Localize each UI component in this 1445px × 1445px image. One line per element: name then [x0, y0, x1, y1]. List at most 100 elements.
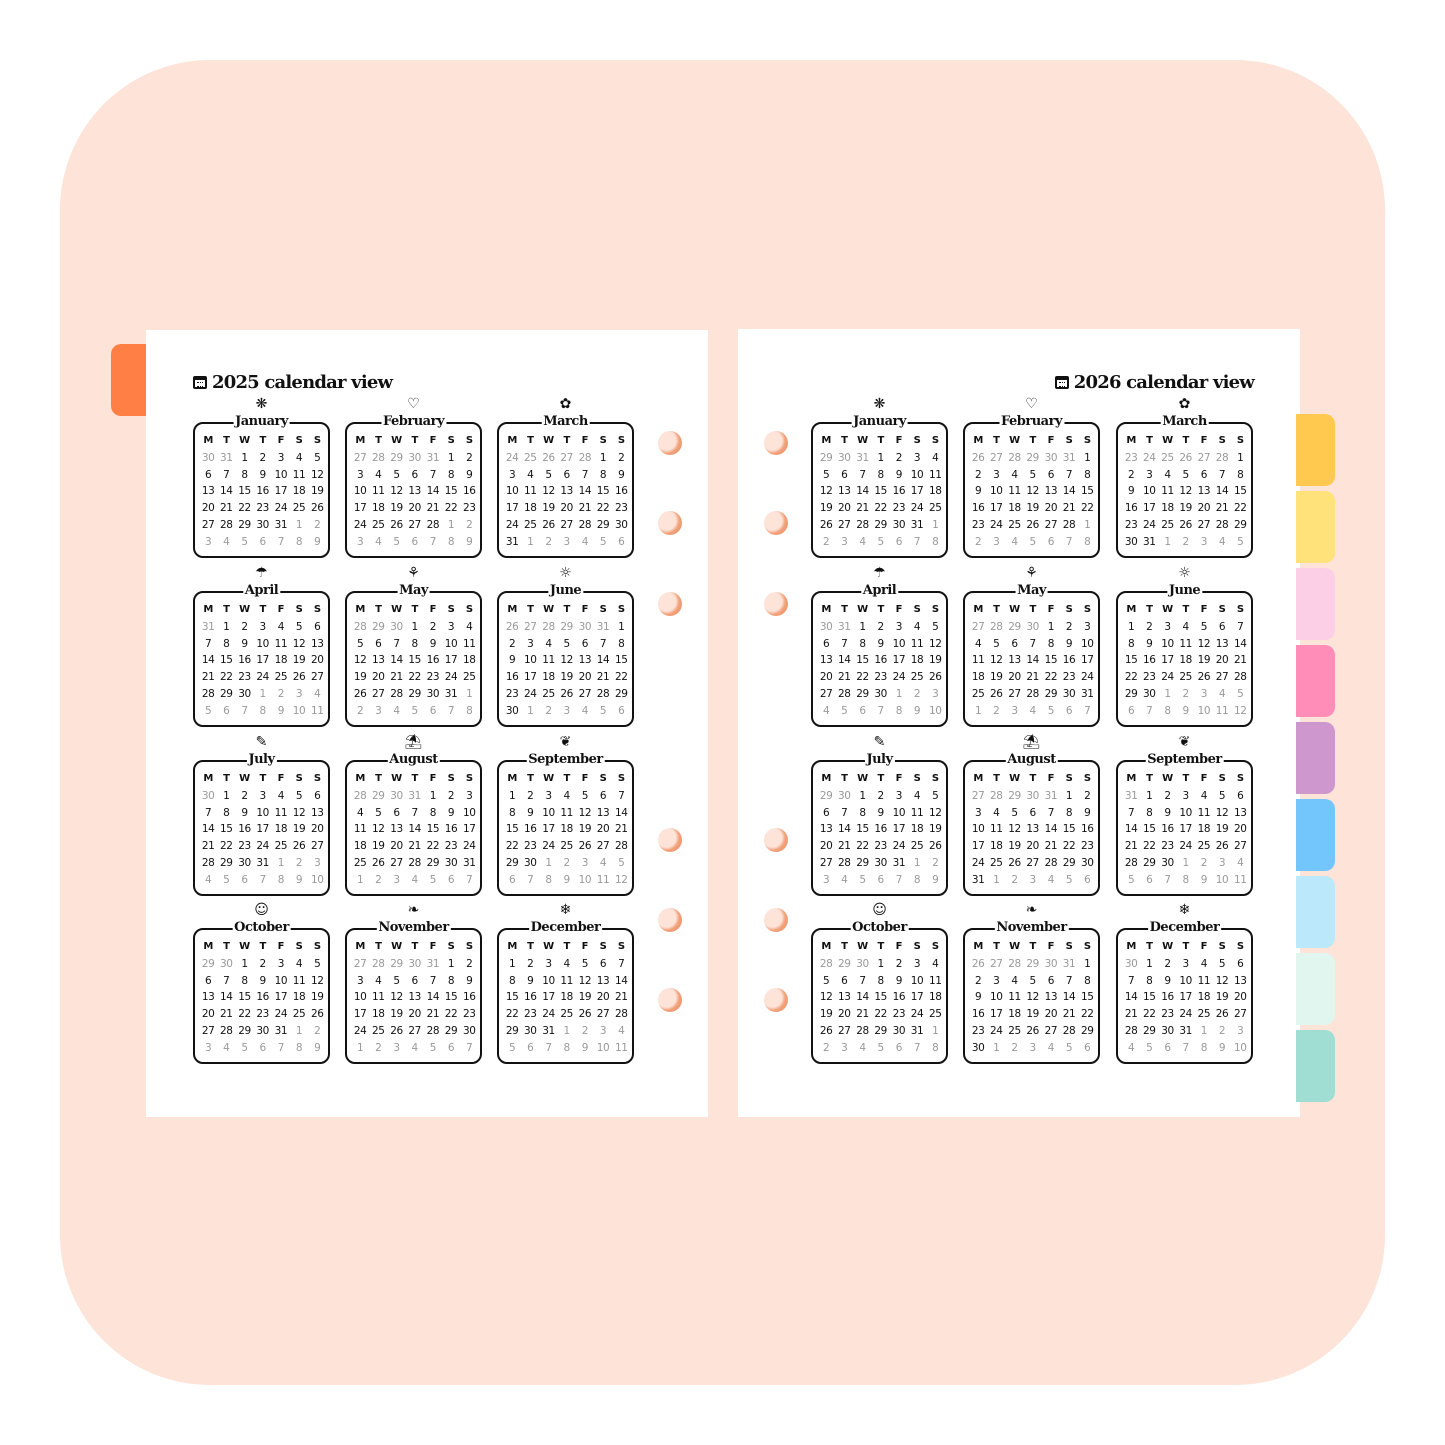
section-tab[interactable] — [1296, 568, 1335, 640]
day-cell: 9 — [618, 468, 625, 481]
section-tab[interactable] — [1296, 953, 1335, 1025]
day-cell: 2 — [466, 957, 473, 970]
day-cell: 27 — [990, 451, 1003, 464]
day-cell: 3 — [277, 957, 285, 970]
weekday-label: M — [507, 435, 517, 446]
day-cell: 30 — [524, 856, 537, 869]
weekday-label: T — [223, 773, 230, 784]
day-cell: 9 — [1164, 974, 1171, 987]
day-cell: 7 — [241, 704, 248, 717]
day-cell: 4 — [1218, 535, 1226, 548]
day-cell: 10 — [1215, 873, 1229, 886]
weekday-label: S — [599, 941, 607, 952]
day-cell: 8 — [599, 468, 607, 481]
day-cell: 30 — [838, 789, 851, 802]
day-cell: 22 — [874, 1008, 887, 1021]
section-tab[interactable] — [1296, 799, 1335, 871]
day-cell: 2 — [974, 468, 982, 481]
day-cell: 26 — [928, 840, 942, 853]
day-cell: 7 — [393, 637, 400, 650]
day-cell: 12 — [390, 991, 403, 1004]
section-tab[interactable] — [1296, 1030, 1335, 1102]
weekday-label: T — [527, 604, 534, 615]
day-cell: 1 — [356, 1041, 364, 1054]
day-cell: 24 — [1161, 671, 1174, 684]
leaf-icon: ❧ — [407, 902, 420, 918]
day-cell: 7 — [581, 468, 589, 481]
day-cell: 14 — [838, 823, 851, 836]
day-cell: 3 — [1029, 1041, 1037, 1054]
day-cell: 18 — [1197, 991, 1211, 1004]
section-tab[interactable] — [1296, 414, 1335, 486]
weekday-label: S — [1236, 435, 1244, 446]
section-tab[interactable] — [1296, 876, 1335, 948]
day-cell: 1 — [877, 451, 885, 464]
day-cell: 26 — [542, 451, 555, 464]
month-name: August — [1005, 752, 1058, 768]
day-cell: 11 — [910, 806, 924, 819]
day-cell: 9 — [259, 974, 267, 987]
day-cell: 2 — [429, 620, 437, 633]
section-tab[interactable] — [1296, 645, 1335, 717]
day-cell: 9 — [563, 873, 571, 886]
day-cell: 19 — [928, 823, 942, 836]
day-cell: 23 — [256, 502, 269, 515]
day-cell: 20 — [578, 671, 592, 684]
day-cell: 6 — [314, 620, 321, 633]
section-tab[interactable] — [1296, 722, 1335, 794]
day-cell: 11 — [353, 823, 367, 836]
day-cell: 7 — [277, 535, 285, 548]
day-cell: 20 — [1215, 654, 1229, 667]
weekday-label: M — [203, 773, 213, 784]
left-divider-tab[interactable] — [111, 344, 151, 416]
day-cell: 17 — [892, 654, 906, 667]
weekday-label: T — [527, 773, 534, 784]
day-cell: 21 — [838, 671, 851, 684]
day-cell: 7 — [1084, 704, 1091, 717]
section-tab[interactable] — [1296, 491, 1335, 563]
day-cell: 24 — [892, 840, 906, 853]
day-cell: 24 — [274, 502, 288, 515]
day-cell: 14 — [856, 485, 869, 498]
day-cell: 9 — [295, 873, 303, 886]
day-cell: 5 — [1146, 1041, 1153, 1054]
weekday-label: F — [429, 435, 437, 446]
day-cell: 7 — [1065, 535, 1073, 548]
day-cell: 1 — [563, 1024, 571, 1037]
weekday-label: W — [1162, 773, 1173, 784]
day-cell: 30 — [819, 620, 833, 633]
day-cell: 6 — [508, 873, 516, 886]
binder-hole — [764, 511, 788, 535]
weekday-label: S — [1083, 941, 1091, 952]
day-grid: M T W T F S S 1 2 3 4 5 6 7 8 9 10 11 12 13 14 15 16 17 18 19 20 21… — [503, 939, 630, 1057]
month-name: November — [376, 920, 451, 936]
day-cell: 3 — [1237, 1024, 1244, 1037]
weekday-label: T — [375, 604, 382, 615]
day-cell: 25 — [928, 1008, 942, 1021]
day-cell: 16 — [505, 671, 519, 684]
day-cell: 7 — [1029, 637, 1037, 650]
day-cell: 5 — [393, 468, 400, 481]
maple-leaf-icon: ❦ — [1178, 734, 1191, 750]
day-cell: 10 — [462, 806, 476, 819]
day-cell: 7 — [429, 535, 437, 548]
month-calendar-june: ☼ June M T W T F S S 1 2 3 4 5 6 7 8 9 10 11 12 13 14 15 16 17 18 1… — [1116, 566, 1253, 727]
day-cell: 26 — [292, 671, 306, 684]
weekday-label: W — [1009, 435, 1020, 446]
day-cell: 30 — [1026, 789, 1039, 802]
weekday-label: T — [877, 773, 884, 784]
day-cell: 9 — [527, 974, 534, 987]
day-cell: 10 — [1179, 806, 1192, 819]
weekday-label: T — [527, 941, 534, 952]
day-cell: 26 — [971, 957, 985, 970]
day-cell: 20 — [560, 502, 573, 515]
day-cell: 4 — [356, 806, 364, 819]
day-cell: 30 — [874, 856, 887, 869]
day-cell: 3 — [993, 974, 1000, 987]
day-cell: 16 — [1080, 823, 1094, 836]
month-name: September — [1145, 752, 1224, 768]
month-name: May — [397, 583, 430, 599]
month-name: October — [232, 920, 291, 936]
day-cell: 27 — [524, 620, 537, 633]
day-cell: 24 — [505, 518, 519, 531]
